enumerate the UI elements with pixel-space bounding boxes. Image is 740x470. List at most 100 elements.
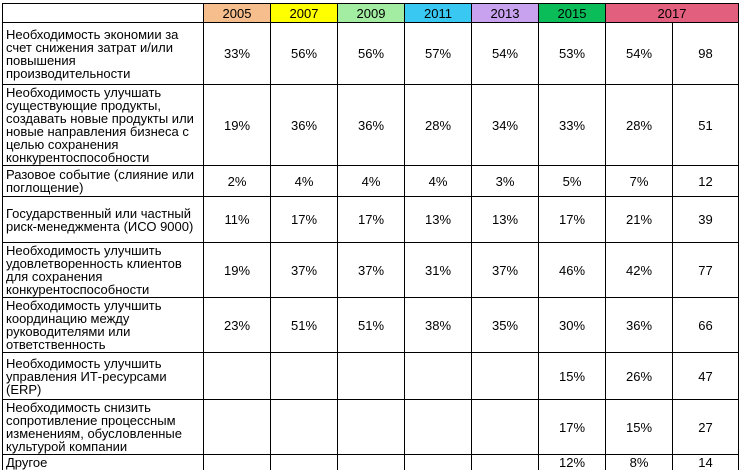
cell-value: 27 [671, 399, 740, 455]
cell-value: 13% [471, 196, 539, 243]
cell-value: 36% [605, 297, 673, 353]
cell-value [404, 352, 472, 400]
cell-value: 46% [538, 242, 606, 298]
cell-value: 28% [605, 84, 673, 166]
cell-value: 13% [404, 196, 472, 243]
year-header-2017: 2017 [604, 3, 740, 23]
cell-value [471, 399, 539, 455]
cell-value [471, 352, 539, 400]
cell-value: 77 [671, 242, 740, 298]
cell-value [471, 454, 539, 470]
row-label: Необходимость снизить сопротивление проц… [2, 399, 204, 455]
row-label: Необходимость улучшить управления ИТ-рес… [2, 352, 204, 400]
cell-value: 31% [404, 242, 472, 298]
cell-value: 3% [471, 165, 539, 197]
table-row: Необходимость экономии за счет снижения … [2, 22, 740, 85]
table-row: Необходимость улучшать существующие прод… [2, 84, 740, 166]
cell-value: 17% [270, 196, 338, 243]
cell-value: 36% [270, 84, 338, 166]
year-header-2011: 2011 [404, 3, 472, 23]
cell-value: 19% [203, 242, 271, 298]
cell-value: 17% [538, 196, 606, 243]
row-label: Необходимость экономии за счет снижения … [2, 22, 204, 85]
cell-value: 4% [270, 165, 338, 197]
cell-value: 57% [404, 22, 472, 85]
cell-value: 17% [538, 399, 606, 455]
cell-value: 33% [203, 22, 271, 85]
cell-value [404, 454, 472, 470]
table-row: Необходимость снизить сопротивление проц… [2, 399, 740, 455]
year-header-2009: 2009 [337, 3, 405, 23]
cell-value: 35% [471, 297, 539, 353]
cell-value: 54% [471, 22, 539, 85]
table-row: Необходимость улучшить управления ИТ-рес… [2, 352, 740, 400]
row-label: Необходимость улучшить координацию между… [2, 297, 204, 353]
cell-value: 7% [605, 165, 673, 197]
year-header-2013: 2013 [471, 3, 539, 23]
cell-value: 30% [538, 297, 606, 353]
cell-value: 8% [605, 454, 673, 470]
cell-value [270, 454, 338, 470]
cell-value: 15% [605, 399, 673, 455]
row-label: Необходимость улучшать существующие прод… [2, 84, 204, 166]
cell-value [203, 399, 271, 455]
cell-value: 39 [671, 196, 740, 243]
cell-value: 26% [605, 352, 673, 400]
cell-value: 37% [270, 242, 338, 298]
cell-value: 42% [605, 242, 673, 298]
table-row: Другое 12% 8% 14 [2, 454, 740, 470]
cell-value [337, 352, 405, 400]
survey-results-table: 2005 2007 2009 2011 2013 2015 2017 Необх… [2, 3, 740, 470]
cell-value: 51 [671, 84, 740, 166]
cell-value: 38% [404, 297, 472, 353]
cell-value [270, 399, 338, 455]
cell-value: 21% [605, 196, 673, 243]
cell-value: 66 [671, 297, 740, 353]
cell-value: 37% [337, 242, 405, 298]
table-row: Разовое событие (слияние или поглощение)… [2, 165, 740, 197]
row-label: Другое [2, 454, 204, 470]
cell-value [337, 399, 405, 455]
cell-value: 56% [337, 22, 405, 85]
cell-value: 51% [270, 297, 338, 353]
cell-value: 17% [337, 196, 405, 243]
cell-value: 14 [671, 454, 740, 470]
cell-value: 12 [671, 165, 740, 197]
table-row: Необходимость улучшить удовлетворенность… [2, 242, 740, 298]
header-row: 2005 2007 2009 2011 2013 2015 2017 [2, 3, 740, 23]
year-header-2007: 2007 [270, 3, 338, 23]
cell-value: 51% [337, 297, 405, 353]
cell-value: 5% [538, 165, 606, 197]
cell-value: 37% [471, 242, 539, 298]
cell-value: 28% [404, 84, 472, 166]
cell-value [337, 454, 405, 470]
row-label: Разовое событие (слияние или поглощение) [2, 165, 204, 197]
cell-value: 11% [203, 196, 271, 243]
cell-value: 4% [337, 165, 405, 197]
table-row: Государственный или частный риск-менеджм… [2, 196, 740, 243]
cell-value: 56% [270, 22, 338, 85]
table-row: Необходимость улучшить координацию между… [2, 297, 740, 353]
cell-value: 23% [203, 297, 271, 353]
cell-value: 53% [538, 22, 606, 85]
year-header-2015: 2015 [538, 3, 606, 23]
cell-value: 19% [203, 84, 271, 166]
row-label: Необходимость улучшить удовлетворенность… [2, 242, 204, 298]
cell-value [203, 352, 271, 400]
year-header-2005: 2005 [203, 3, 271, 23]
cell-value: 15% [538, 352, 606, 400]
cell-value [404, 399, 472, 455]
cell-value: 47 [671, 352, 740, 400]
cell-value: 98 [671, 22, 740, 85]
cell-value: 12% [538, 454, 606, 470]
cell-value: 54% [605, 22, 673, 85]
corner-cell [2, 3, 204, 23]
cell-value: 33% [538, 84, 606, 166]
cell-value: 4% [404, 165, 472, 197]
cell-value: 2% [203, 165, 271, 197]
cell-value: 34% [471, 84, 539, 166]
cell-value: 36% [337, 84, 405, 166]
cell-value [203, 454, 271, 470]
row-label: Государственный или частный риск-менеджм… [2, 196, 204, 243]
